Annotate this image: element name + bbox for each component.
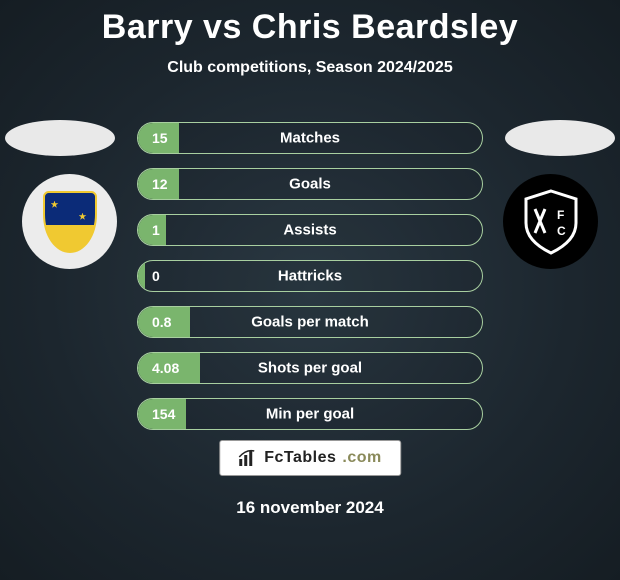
stat-row: 0 Hattricks bbox=[137, 260, 483, 292]
stat-label: Hattricks bbox=[138, 268, 482, 285]
stat-row: 12 Goals bbox=[137, 168, 483, 200]
chart-icon bbox=[238, 449, 258, 467]
stats-bars: 15 Matches 12 Goals 1 Assists 0 Hattrick… bbox=[137, 122, 483, 444]
page-title: Barry vs Chris Beardsley bbox=[0, 0, 620, 47]
stat-row: 0.8 Goals per match bbox=[137, 306, 483, 338]
player-avatar-left bbox=[5, 120, 115, 156]
stat-row: 1 Assists bbox=[137, 214, 483, 246]
page-subtitle: Club competitions, Season 2024/2025 bbox=[0, 59, 620, 77]
shield-icon: F C bbox=[516, 187, 586, 257]
date-label: 16 november 2024 bbox=[0, 498, 620, 518]
svg-text:C: C bbox=[557, 224, 566, 238]
brand-badge[interactable]: FcTables .com bbox=[219, 440, 401, 476]
stat-label: Assists bbox=[138, 222, 482, 239]
club-badge-left bbox=[22, 174, 117, 269]
svg-text:F: F bbox=[557, 208, 564, 222]
player-avatar-right bbox=[505, 120, 615, 156]
stat-label: Goals per match bbox=[138, 314, 482, 331]
stat-row: 154 Min per goal bbox=[137, 398, 483, 430]
stat-row: 15 Matches bbox=[137, 122, 483, 154]
shield-icon bbox=[43, 191, 97, 253]
brand-name: FcTables bbox=[264, 449, 336, 467]
stat-label: Matches bbox=[138, 130, 482, 147]
stat-label: Min per goal bbox=[138, 406, 482, 423]
stat-label: Shots per goal bbox=[138, 360, 482, 377]
club-badge-right: F C bbox=[503, 174, 598, 269]
stat-label: Goals bbox=[138, 176, 482, 193]
brand-suffix: .com bbox=[342, 449, 381, 467]
stat-row: 4.08 Shots per goal bbox=[137, 352, 483, 384]
